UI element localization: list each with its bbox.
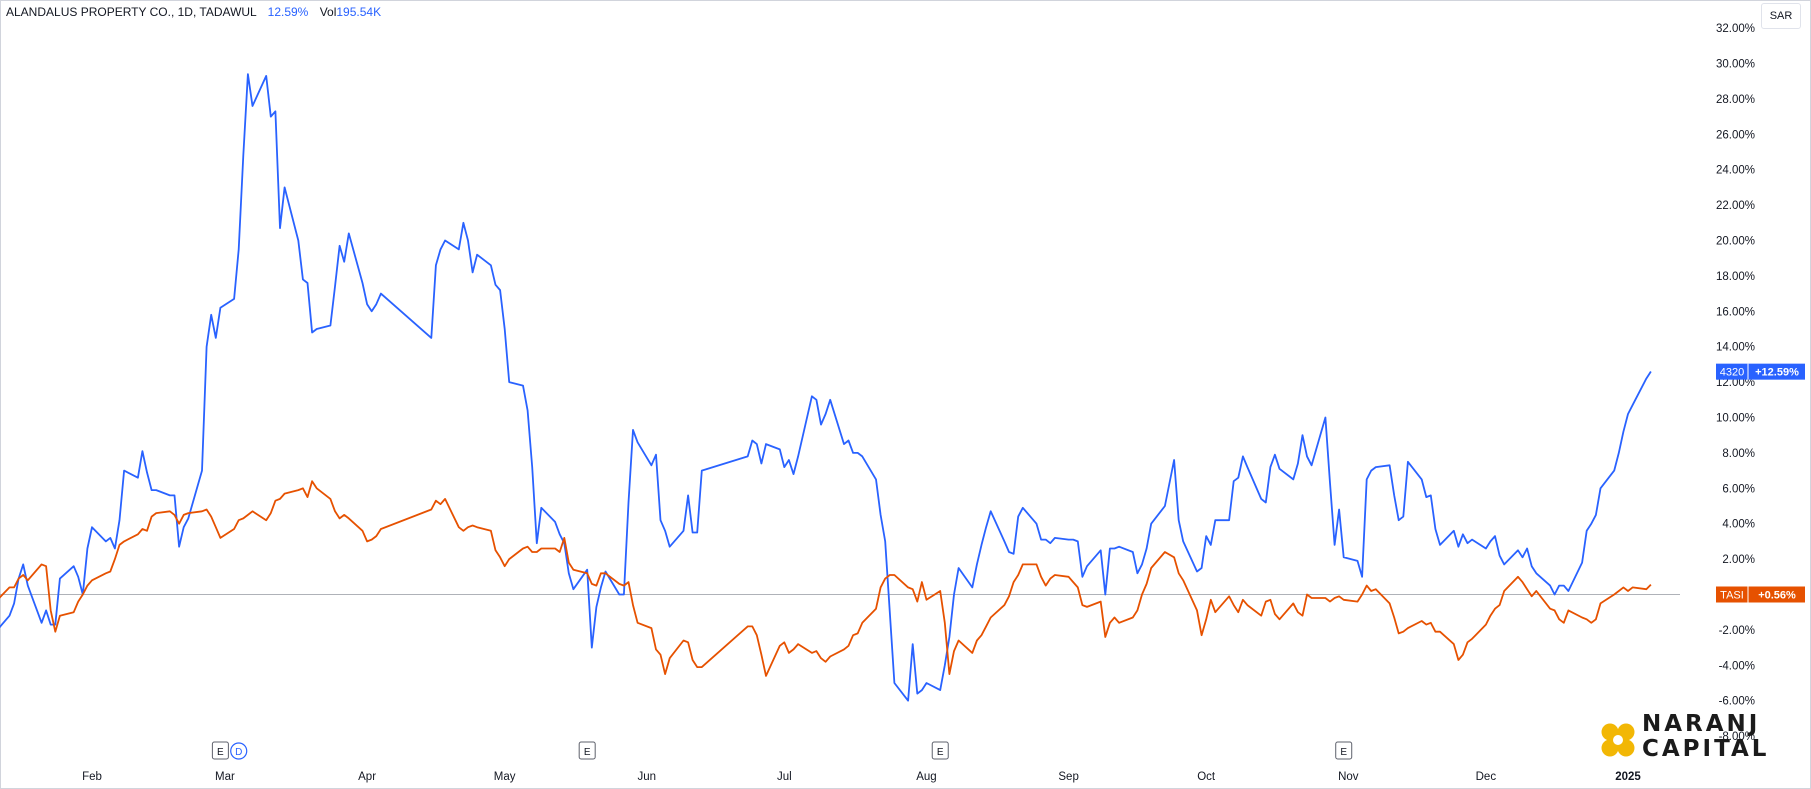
logo-center bbox=[1613, 735, 1623, 745]
dividend-marker[interactable]: D bbox=[230, 742, 248, 760]
x-tick-label: Sep bbox=[1058, 771, 1078, 783]
x-tick-label: Jun bbox=[638, 771, 657, 783]
earnings-marker[interactable]: E bbox=[1335, 741, 1353, 760]
y-tick-label: 12.00% bbox=[1716, 377, 1755, 389]
volume-value: 195.54K bbox=[336, 5, 382, 19]
y-tick-label: 16.00% bbox=[1716, 306, 1755, 318]
event-label: E bbox=[1340, 747, 1347, 758]
y-tick-label: 4.00% bbox=[1722, 519, 1755, 531]
x-tick-label: Apr bbox=[358, 771, 376, 783]
price-tag-value: +12.59% bbox=[1755, 367, 1799, 379]
chart-legend: ALANDALUS PROPERTY CO., 1D, TADAWUL 12.5… bbox=[6, 5, 381, 19]
x-tick-label: Mar bbox=[215, 771, 235, 783]
logo-line1: NARANJ bbox=[1642, 711, 1761, 737]
y-tick-label: 20.00% bbox=[1716, 236, 1755, 248]
volume-label: Vol bbox=[319, 5, 337, 19]
y-tick-label: -4.00% bbox=[1719, 660, 1755, 672]
y-tick-label: 2.00% bbox=[1722, 554, 1755, 566]
price-tag-symbol: TASI bbox=[1720, 590, 1744, 602]
price-tags: 4320 +12.59% TASI +0.56% bbox=[1716, 363, 1805, 603]
y-tick-label: 10.00% bbox=[1716, 413, 1755, 425]
y-tick-label: 30.00% bbox=[1716, 59, 1755, 71]
x-tick-label: Feb bbox=[82, 771, 102, 783]
y-tick-label: 8.00% bbox=[1722, 448, 1755, 460]
event-label: E bbox=[937, 747, 944, 758]
x-tick-label: Aug bbox=[916, 771, 936, 783]
earnings-marker[interactable]: E bbox=[931, 741, 949, 760]
x-tick-label: Jul bbox=[777, 771, 792, 783]
event-label: E bbox=[217, 747, 224, 758]
currency-button[interactable]: SAR bbox=[1761, 3, 1801, 29]
x-axis: Feb Mar Apr May Jun Jul Aug Sep Oct Nov Dec 2025 bbox=[82, 771, 1641, 783]
price-tag-4320: 4320 +12.59% bbox=[1716, 363, 1805, 380]
logo-text: NARANJ CAPITAL bbox=[1642, 712, 1769, 762]
event-label: E bbox=[584, 747, 591, 758]
x-tick-label: Dec bbox=[1476, 771, 1497, 783]
x-tick-label: 2025 bbox=[1615, 771, 1641, 783]
logo-petal bbox=[1617, 739, 1635, 757]
series-line-4320[interactable] bbox=[0, 73, 1652, 702]
price-tag-value: +0.56% bbox=[1758, 590, 1796, 602]
logo-line2: CAPITAL bbox=[1642, 736, 1770, 762]
x-tick-label: Oct bbox=[1197, 771, 1216, 783]
y-tick-label: 32.00% bbox=[1716, 23, 1755, 35]
price-tag-tasi: TASI +0.56% bbox=[1716, 586, 1805, 603]
y-tick-label: 24.00% bbox=[1716, 165, 1755, 177]
x-tick-label: May bbox=[494, 771, 516, 783]
y-tick-label: 14.00% bbox=[1716, 342, 1755, 354]
series-layer bbox=[0, 73, 1652, 702]
y-tick-label: 22.00% bbox=[1716, 200, 1755, 212]
y-axis: 32.00% 30.00% 28.00% 26.00% 24.00% 22.00% 20.0… bbox=[1716, 23, 1755, 743]
y-tick-label: 6.00% bbox=[1722, 483, 1755, 495]
change-percent: 12.59% bbox=[267, 5, 309, 19]
y-tick-label: 18.00% bbox=[1716, 271, 1755, 283]
logo-petal bbox=[1601, 723, 1619, 741]
y-tick-label: -6.00% bbox=[1719, 696, 1755, 708]
y-tick-label: 28.00% bbox=[1716, 94, 1755, 106]
y-tick-label: -2.00% bbox=[1719, 625, 1755, 637]
earnings-marker[interactable]: E bbox=[578, 741, 596, 760]
y-tick-label: 26.00% bbox=[1716, 129, 1755, 141]
logo-petal bbox=[1617, 723, 1635, 741]
naranj-capital-logo: NARANJ CAPITAL bbox=[1598, 712, 1766, 766]
logo-petal bbox=[1601, 739, 1619, 757]
series-line-tasi[interactable] bbox=[0, 480, 1652, 677]
y-tick-label: -8.00% bbox=[1719, 731, 1755, 743]
symbol-title: ALANDALUS PROPERTY CO., 1D, TADAWUL bbox=[6, 5, 257, 19]
logo-icon bbox=[1601, 723, 1635, 757]
earnings-marker[interactable]: E bbox=[211, 741, 229, 760]
price-tag-symbol: 4320 bbox=[1720, 367, 1744, 379]
x-tick-label: Nov bbox=[1338, 771, 1359, 783]
event-label: D bbox=[235, 747, 242, 758]
